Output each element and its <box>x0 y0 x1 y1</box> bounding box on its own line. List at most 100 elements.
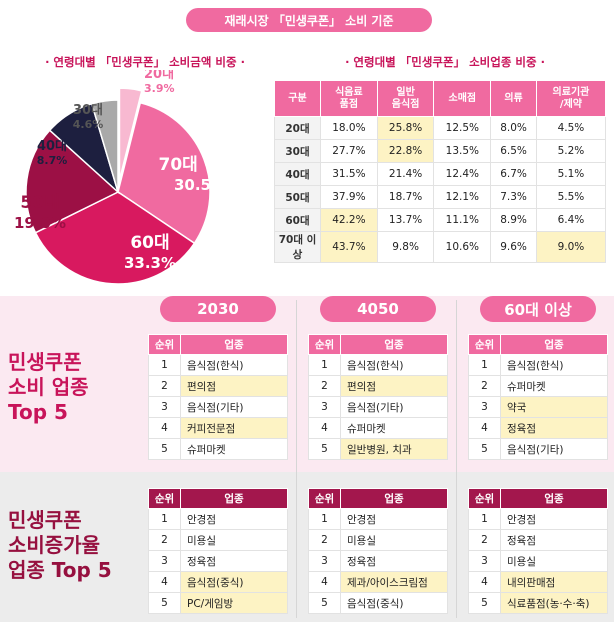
table-cell: 42.2% <box>320 208 378 232</box>
industry-name: 안경점 <box>180 508 288 530</box>
table-row: 1 안경점 <box>468 508 608 530</box>
rank-number: 5 <box>468 438 501 460</box>
table-cell: 11.1% <box>433 208 492 232</box>
top5-label: 민생쿠폰 소비 업종 Top 5 <box>8 350 89 424</box>
table-row: 3 음식점(기타) <box>148 396 288 418</box>
increase-table: 순위 업종 1 안경점 2 미용실 3 정육점 4 제과/아이스크림점 5 음식점(중식) <box>308 488 448 614</box>
pie-slice <box>25 129 120 234</box>
pie-category-label: 70대 이상, <box>159 155 242 175</box>
industry-name: 식료품점(농·수·축) <box>500 592 608 614</box>
table-cell: 43.7% <box>320 231 378 263</box>
table-row: 3 약국 <box>468 396 608 418</box>
rank-number: 4 <box>148 417 181 439</box>
industry-name: 음식점(중식) <box>340 592 448 614</box>
rank-number: 3 <box>308 550 341 572</box>
industry-name: 음식점(한식) <box>500 354 608 376</box>
pie-value-label: 33.3% <box>124 254 176 272</box>
increase-table: 순위 업종 1 안경점 2 미용실 3 정육점 4 음식점(중식) 5 PC/게임방 <box>148 488 288 614</box>
industry-name: 제과/아이스크림점 <box>340 571 448 593</box>
rank-number: 2 <box>148 375 181 397</box>
industry-header: 업종 <box>180 334 288 355</box>
table-row: 4 내의판매점 <box>468 571 608 593</box>
row-age-label: 20대 <box>274 116 321 140</box>
table-row: 3 정육점 <box>148 550 288 572</box>
industry-column-header: 구분 <box>274 80 321 117</box>
rank-number: 4 <box>308 417 341 439</box>
industry-name: 커피전문점 <box>180 417 288 439</box>
table-row: 4 슈퍼마켓 <box>308 417 448 439</box>
table-row: 5 PC/게임방 <box>148 592 288 614</box>
row-age-label: 50대 <box>274 185 321 209</box>
table-row: 4 음식점(중식) <box>148 571 288 593</box>
top5-table: 순위 업종 1 음식점(한식) 2 편의점 3 음식점(기타) 4 슈퍼마켓 5 일반병원, 치과 <box>308 334 448 460</box>
top5-table: 순위 업종 1 음식점(한식) 2 편의점 3 음식점(기타) 4 커피전문점 5 슈퍼마켓 <box>148 334 288 460</box>
industry-header: 업종 <box>500 334 608 355</box>
rank-header: 순위 <box>468 488 501 509</box>
table-row: 1 음식점(한식) <box>308 354 448 376</box>
age-group-pill: 60대 이상 <box>480 296 596 322</box>
industry-header: 업종 <box>500 488 608 509</box>
rank-number: 2 <box>148 529 181 551</box>
rank-number: 3 <box>468 396 501 418</box>
industry-name: PC/게임방 <box>180 592 288 614</box>
table-cell: 10.6% <box>433 231 492 263</box>
industry-table-header: 구분 식음료 품점 일반 음식점 소매점 의류 의료기관/제약 <box>274 80 607 117</box>
table-cell: 9.0% <box>535 231 607 263</box>
table-row: 2 미용실 <box>308 529 448 551</box>
table-row: 1 음식점(한식) <box>468 354 608 376</box>
industry-column-header: 일반 음식점 <box>376 80 435 117</box>
table-cell: 18.7% <box>376 185 435 209</box>
table-row: 5 일반병원, 치과 <box>308 438 448 460</box>
table-row: 3 정육점 <box>308 550 448 572</box>
table-cell: 22.8% <box>376 139 435 163</box>
table-row: 4 정육점 <box>468 417 608 439</box>
pie-value-label: 19.0% <box>14 214 66 232</box>
industry-name: 내의판매점 <box>500 571 608 593</box>
table-cell: 18.0% <box>320 116 378 140</box>
pie-value-label: 4.6% <box>73 118 104 131</box>
industry-name: 음식점(기타) <box>180 396 288 418</box>
table-cell: 31.5% <box>320 162 378 186</box>
table-row: 1 안경점 <box>148 508 288 530</box>
rank-header: 순위 <box>148 334 181 355</box>
rank-number: 5 <box>468 592 501 614</box>
industry-header: 업종 <box>180 488 288 509</box>
industry-name: 안경점 <box>340 508 448 530</box>
table-cell: 7.3% <box>490 185 537 209</box>
rank-number: 2 <box>468 375 501 397</box>
rank-number: 5 <box>308 438 341 460</box>
table-cell: 5.5% <box>535 185 607 209</box>
industry-column-header: 의류 <box>490 80 537 117</box>
table-cell: 5.2% <box>535 139 607 163</box>
rank-number: 4 <box>468 571 501 593</box>
table-row: 40대 31.5% 21.4% 12.4% 6.7% 5.1% <box>274 162 607 186</box>
rank-number: 3 <box>308 396 341 418</box>
table-cell: 27.7% <box>320 139 378 163</box>
industry-name: 음식점(기타) <box>340 396 448 418</box>
table-cell: 12.1% <box>433 185 492 209</box>
industry-name: 약국 <box>500 396 608 418</box>
rank-header: 순위 <box>308 488 341 509</box>
top5-table: 순위 업종 1 음식점(한식) 2 슈퍼마켓 3 약국 4 정육점 5 음식점(기타) <box>468 334 608 460</box>
rank-number: 2 <box>308 529 341 551</box>
pie-category-label: 30대 <box>73 103 103 118</box>
pie-slice <box>117 101 211 245</box>
table-row: 2 슈퍼마켓 <box>468 375 608 397</box>
age-group-pill: 2030 <box>160 296 276 322</box>
industry-name: 안경점 <box>500 508 608 530</box>
age-group-pill: 4050 <box>320 296 436 322</box>
table-row: 2 미용실 <box>148 529 288 551</box>
table-row: 5 슈퍼마켓 <box>148 438 288 460</box>
industry-column-header: 의료기관/제약 <box>535 80 607 117</box>
industry-header: 업종 <box>340 334 448 355</box>
pie-slice <box>34 191 196 285</box>
table-cell: 21.4% <box>376 162 435 186</box>
table-cell: 12.5% <box>433 116 492 140</box>
table-cell: 9.6% <box>490 231 537 263</box>
table-row: 60대 42.2% 13.7% 11.1% 8.9% 6.4% <box>274 208 607 232</box>
rank-number: 1 <box>148 354 181 376</box>
table-cell: 37.9% <box>320 185 378 209</box>
industry-name: 미용실 <box>340 529 448 551</box>
table-row: 3 미용실 <box>468 550 608 572</box>
industry-name: 미용실 <box>500 550 608 572</box>
